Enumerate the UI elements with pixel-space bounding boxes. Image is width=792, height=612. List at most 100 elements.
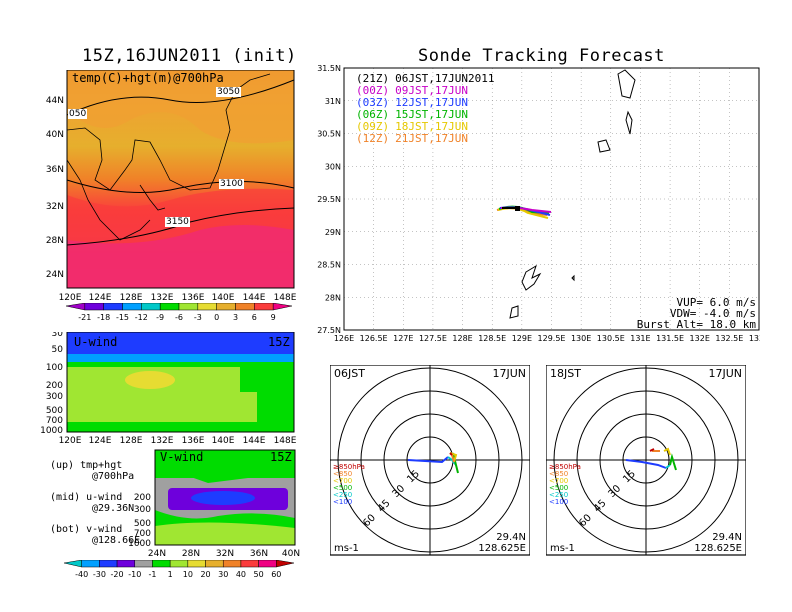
launch-marker xyxy=(515,206,520,211)
uwind-y-tick: 100 xyxy=(46,363,63,373)
hodograph-unit: ms-1 xyxy=(550,543,575,554)
uwind-y-tick: 1000 xyxy=(40,426,63,436)
track-lon-tick: 131E xyxy=(630,334,650,343)
hodograph-legend-item: <250 xyxy=(549,491,568,499)
colorbar-label: 40 xyxy=(236,570,246,579)
track-lon-tick: 128.5E xyxy=(478,334,506,343)
vwind-time: 15Z xyxy=(270,450,292,464)
hodograph-trace xyxy=(663,447,671,456)
wind-colorbar: -40 -30 -20 -10 -1 1 10 20 30 40 50 60 xyxy=(64,560,295,579)
track-lon-tick: 131.5E xyxy=(656,334,684,343)
note-up-sub: @700hPa xyxy=(92,471,135,482)
lon-tick: 132E xyxy=(151,293,174,303)
track-lon-tick: 127.5E xyxy=(419,334,447,343)
track-lon-tick: 126E xyxy=(334,334,354,343)
colorbar-swatch xyxy=(240,560,259,568)
ring-label: 60 xyxy=(577,512,594,529)
hodograph-legend-item: <100 xyxy=(549,498,568,506)
colorbar-label: -12 xyxy=(135,313,148,322)
vwind-x-tick: 36N xyxy=(250,549,268,559)
island xyxy=(509,305,519,319)
hodograph-trace xyxy=(449,452,453,456)
track-legend-init: (21Z) xyxy=(356,72,390,85)
colorbar-label: 20 xyxy=(200,570,210,579)
track-legend-time: 15JST,17JUN xyxy=(395,108,468,121)
lon-tick: 128E xyxy=(120,293,143,303)
note-bot-sub: @128.66E xyxy=(92,535,141,546)
uwind-y-tick: 700 xyxy=(46,416,63,426)
hodograph-lat: 29.4N xyxy=(712,532,742,543)
contour-label-050: 050 xyxy=(68,109,88,119)
vwind-x-tick: 24N xyxy=(148,549,166,559)
hodograph-legend-item: ≥850hPa xyxy=(549,463,581,471)
uwind-x-tick: 132E xyxy=(151,436,174,446)
ring-label: 45 xyxy=(376,498,393,515)
track-legend-item: (00Z) 09JST,17JUN xyxy=(356,85,494,97)
colorbar-label: 50 xyxy=(254,570,264,579)
vwind-y-tick: 200 xyxy=(134,493,151,503)
ring-label: 15 xyxy=(405,469,422,486)
contour-label-3050: 3050 xyxy=(216,87,241,97)
hodograph-trace xyxy=(451,454,455,463)
lon-tick: 136E xyxy=(182,293,205,303)
colorbar-swatch xyxy=(122,303,142,311)
note-up: (up) tmp+hgt xyxy=(50,460,123,471)
hodograph-lat: 29.4N xyxy=(496,532,526,543)
tracking-svg: 126E 126.5E 127E 127.5E 128E 128.5E 129E 129.5E… xyxy=(317,64,769,343)
uwind-x-tick: 124E xyxy=(89,436,112,446)
colorbar-label: 30 xyxy=(218,570,228,579)
uwind-x-tick: 136E xyxy=(182,436,205,446)
contour-label-3100: 3100 xyxy=(219,179,244,189)
track-lat-tick: 28.5N xyxy=(317,261,341,270)
hodograph-lon: 128.625E xyxy=(694,543,742,554)
track-legend-init: (06Z) xyxy=(356,108,390,121)
hodograph-legend-item: <850 xyxy=(333,470,352,478)
colorbar-label: 0 xyxy=(214,313,219,322)
temp-map-svg: 44N 40N 36N 32N 28N 24N 120E 124E 128E 1… xyxy=(46,69,297,303)
contour-label-3150: 3150 xyxy=(165,217,190,227)
tracking-map: 126E 126.5E 127E 127.5E 128E 128.5E 129E 129.5E… xyxy=(300,60,769,350)
sonde-params: VUP= 6.0 m/s VDW= -4.0 m/s Burst Alt= 18… xyxy=(630,297,756,330)
vwind-panel: 200 300 500 700 1000 24N 28N 32N 36N 40N xyxy=(128,448,300,560)
ring-label: 30 xyxy=(607,483,624,500)
hodograph-trace xyxy=(669,453,677,471)
hodograph-time-label: 06JST xyxy=(334,367,365,380)
hodograph-legend-item: <700 xyxy=(549,477,568,485)
hodograph-lon: 128.625E xyxy=(478,543,526,554)
track-lon-tick: 130E xyxy=(571,334,591,343)
hodograph-legend-item: <850 xyxy=(549,470,568,478)
colorbar-swatch xyxy=(64,560,82,568)
lat-tick: 28N xyxy=(46,236,64,246)
uwind-y-tick: 30 xyxy=(52,332,64,339)
colorbar-swatch xyxy=(187,560,206,568)
track-legend-item: (03Z) 12JST,17JUN xyxy=(356,97,494,109)
colorbar-label: 9 xyxy=(271,313,276,322)
vwind-x-tick: 28N xyxy=(182,549,200,559)
ring-label: 60 xyxy=(361,512,378,529)
ring-label: 45 xyxy=(592,498,609,515)
vwind-y-tick: 300 xyxy=(134,505,151,515)
colorbar-label: -40 xyxy=(75,570,88,579)
track-legend-init: (00Z) xyxy=(356,84,390,97)
note-mid: (mid) u-wind xyxy=(50,492,123,503)
colorbar-swatch xyxy=(178,303,199,311)
param-vup: VUP= 6.0 m/s xyxy=(676,296,756,309)
colorbar-label: -10 xyxy=(128,570,141,579)
colorbar-swatch xyxy=(84,303,104,311)
colorbar-label: -15 xyxy=(116,313,129,322)
lon-tick: 148E xyxy=(274,293,297,303)
colorbar-label: -20 xyxy=(111,570,124,579)
uwind-y-tick: 50 xyxy=(52,345,64,355)
hodograph-trace xyxy=(407,456,449,464)
param-burst: Burst Alt= 18.0 km xyxy=(636,318,756,331)
track-lon-tick: 129E xyxy=(512,334,532,343)
uwind-y-tick: 200 xyxy=(46,381,63,391)
colorbar-swatch xyxy=(216,303,236,311)
param-vdw: VDW= -4.0 m/s xyxy=(669,307,756,320)
colorbar-swatch xyxy=(235,303,255,311)
hodograph-06jst: 15 30 45 60 06JST 17JUN ≥850hPa <850 <700 <500 <25… xyxy=(329,364,531,565)
colorbar-swatch xyxy=(134,560,153,568)
uwind-label: U-wind xyxy=(74,335,118,349)
uwind-x-tick: 144E xyxy=(243,436,266,446)
